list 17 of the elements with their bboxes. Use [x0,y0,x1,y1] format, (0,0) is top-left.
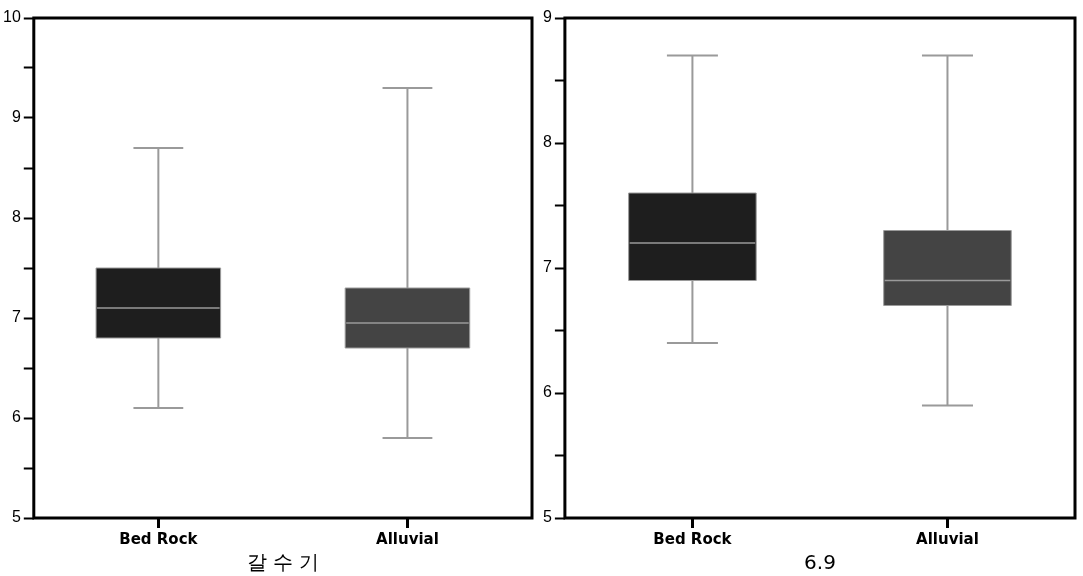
y-tick-label: 6 [11,408,21,426]
y-tick-label: 9 [11,108,21,126]
x-axis-title: 6.9 [804,550,836,575]
y-tick-label: 5 [542,508,552,526]
x-tick-label: Alluvial [376,529,439,548]
y-tick-label: 9 [542,8,552,26]
x-axis-title: 갈 수 기 [246,550,320,575]
y-tick-label: 8 [11,208,21,226]
y-tick-label: 6 [542,383,552,401]
y-tick-label: 5 [11,508,21,526]
y-tick-label: 8 [542,133,552,151]
x-tick-label: Bed Rock [119,529,199,548]
y-tick-label: 7 [11,308,21,326]
x-tick-label: Bed Rock [653,529,733,548]
x-tick-label: Alluvial [916,529,979,548]
y-tick-label: 10 [3,8,21,26]
y-tick-label: 7 [542,258,552,276]
